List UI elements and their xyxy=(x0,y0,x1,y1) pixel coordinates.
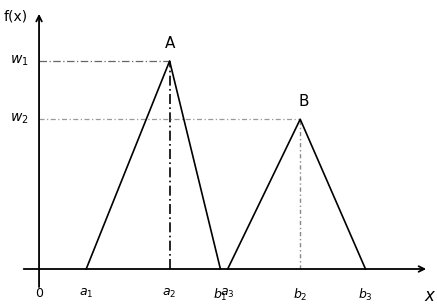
Text: $b_2$: $b_2$ xyxy=(293,287,308,303)
Text: $w_2$: $w_2$ xyxy=(10,112,28,127)
Text: $w_1$: $w_1$ xyxy=(10,54,28,68)
Text: $b_1$: $b_1$ xyxy=(213,287,228,303)
Text: $b_3$: $b_3$ xyxy=(358,287,373,303)
Text: $a_1$: $a_1$ xyxy=(79,287,94,300)
Text: x: x xyxy=(424,287,434,305)
Text: 0: 0 xyxy=(35,287,43,300)
Text: B: B xyxy=(298,94,309,109)
Text: $a_3$: $a_3$ xyxy=(220,287,235,300)
Text: f(x): f(x) xyxy=(4,9,28,23)
Text: $a_2$: $a_2$ xyxy=(163,287,177,300)
Text: A: A xyxy=(164,36,175,51)
